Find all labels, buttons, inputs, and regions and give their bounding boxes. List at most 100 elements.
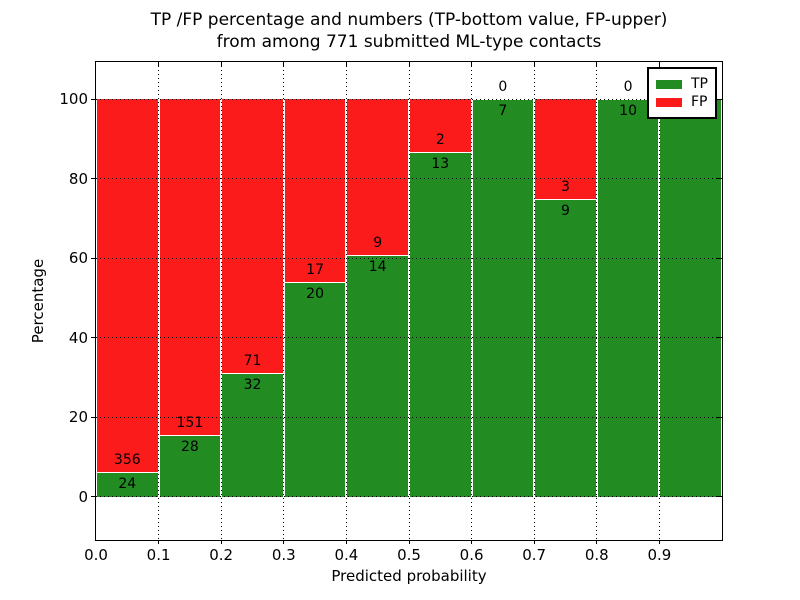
bar-column-0.7 [534, 62, 597, 540]
x-tick-label-0.7: 0.7 [522, 546, 547, 564]
fp-count-label: 151 [176, 414, 204, 431]
x-tick-label-0.4: 0.4 [334, 546, 359, 564]
x-tick-bottom [533, 540, 535, 544]
tp-count-label: 24 [118, 475, 137, 492]
x-axis-label: Predicted probability [331, 567, 487, 585]
bar-column-0.8 [596, 62, 660, 540]
fp-count-label: 0 [623, 79, 633, 96]
bar-column-0.0 [96, 62, 159, 540]
x-tick-label-0.3: 0.3 [271, 546, 296, 564]
tp-legend-swatch [656, 79, 682, 89]
fp-count-label: 0 [498, 79, 508, 96]
fp-bar-segment [283, 99, 347, 282]
y-tick-right [717, 257, 722, 259]
y-tick-left [91, 416, 95, 418]
legend: TP FP [647, 67, 717, 119]
x-tick-top [596, 62, 598, 67]
fp-count-label: 71 [243, 353, 262, 370]
tp-bar-segment [659, 99, 722, 497]
x-tick-label-0.0: 0.0 [84, 546, 108, 564]
x-tick-label-0.5: 0.5 [397, 546, 421, 564]
x-tick-bottom [471, 540, 473, 544]
chart-title-line2: from among 771 submitted ML-type contact… [216, 32, 602, 52]
tp-bar-segment [283, 281, 347, 497]
tp-bar-segment [96, 471, 159, 497]
y-tick-label-100: 100 [59, 90, 88, 109]
x-tick-bottom [596, 540, 598, 544]
fp-legend-swatch [656, 97, 682, 107]
x-gridline [158, 62, 160, 540]
fp-count-label: 356 [113, 451, 141, 468]
tp-bar-segment [471, 99, 535, 497]
fp-bar-segment [534, 99, 597, 199]
x-tick-bottom [220, 540, 222, 544]
x-tick-bottom [283, 540, 285, 544]
x-tick-label-0.9: 0.9 [647, 546, 672, 564]
x-gridline [345, 62, 347, 540]
tp-count-label: 28 [180, 438, 199, 455]
x-tick-label-0.1: 0.1 [146, 546, 171, 564]
fp-count-label: 17 [306, 261, 324, 278]
plot-area: 356241512871321720914213073901005 [95, 61, 723, 541]
tp-bar-segment [534, 198, 597, 497]
fp-bar-segment [409, 99, 472, 153]
x-tick-label-0.6: 0.6 [459, 546, 484, 564]
fp-bar-segment [221, 99, 284, 374]
legend-label-fp: FP [691, 94, 708, 110]
tp-count-label: 9 [561, 202, 570, 219]
x-tick-bottom [658, 540, 660, 544]
legend-row-fp: FP [656, 94, 708, 110]
fp-bar-segment [346, 99, 409, 255]
tp-count-label: 14 [368, 258, 387, 275]
x-tick-label-0.2: 0.2 [209, 546, 234, 564]
x-tick-top [283, 62, 285, 67]
y-tick-label-80: 80 [68, 169, 88, 188]
x-gridline [283, 62, 285, 540]
x-gridline [533, 62, 535, 540]
tp-count-label: 13 [431, 156, 450, 173]
tp-bar-segment [346, 254, 409, 497]
fp-count-label: 2 [435, 132, 445, 149]
x-tick-top [158, 62, 160, 67]
x-tick-bottom [158, 540, 160, 544]
y-tick-label-60: 60 [68, 249, 88, 268]
tp-count-label: 32 [243, 377, 262, 394]
legend-label-tp: TP [691, 76, 708, 92]
y-tick-left [91, 257, 95, 259]
legend-row-tp: TP [656, 76, 708, 92]
x-gridline [596, 62, 598, 540]
y-tick-left [91, 178, 95, 180]
bar-column-0.9 [659, 62, 722, 540]
y-tick-right [717, 178, 722, 180]
tp-bar-segment [596, 99, 660, 497]
fp-count-label: 9 [373, 234, 383, 251]
fp-bar-segment [158, 99, 222, 435]
y-tick-left [91, 337, 95, 339]
y-tick-right [717, 416, 722, 418]
chart-title: TP /FP percentage and numbers (TP-bottom… [96, 9, 722, 53]
y-axis-label: Percentage [29, 258, 47, 344]
x-gridline [220, 62, 222, 540]
y-tick-label-40: 40 [68, 328, 88, 347]
tp-bar-segment [221, 373, 284, 497]
x-tick-top [345, 62, 347, 67]
fp-count-label: 3 [561, 178, 570, 195]
bar-column-0.1 [158, 62, 222, 540]
x-tick-top [408, 62, 410, 67]
y-tick-label-0: 0 [78, 487, 88, 506]
x-tick-bottom [408, 540, 410, 544]
tp-count-label: 20 [306, 285, 324, 302]
chart-title-line1: TP /FP percentage and numbers (TP-bottom… [150, 10, 668, 30]
y-tick-right [717, 496, 722, 498]
bar-column-0.2 [221, 62, 284, 540]
x-tick-top [471, 62, 473, 67]
x-tick-bottom [345, 540, 347, 544]
x-gridline [408, 62, 410, 540]
x-gridline [471, 62, 473, 540]
y-tick-right [717, 337, 722, 339]
y-tick-left [91, 98, 95, 100]
tp-count-label: 7 [498, 103, 508, 120]
y-tick-label-20: 20 [68, 408, 88, 427]
bar-column-0.6 [471, 62, 535, 540]
